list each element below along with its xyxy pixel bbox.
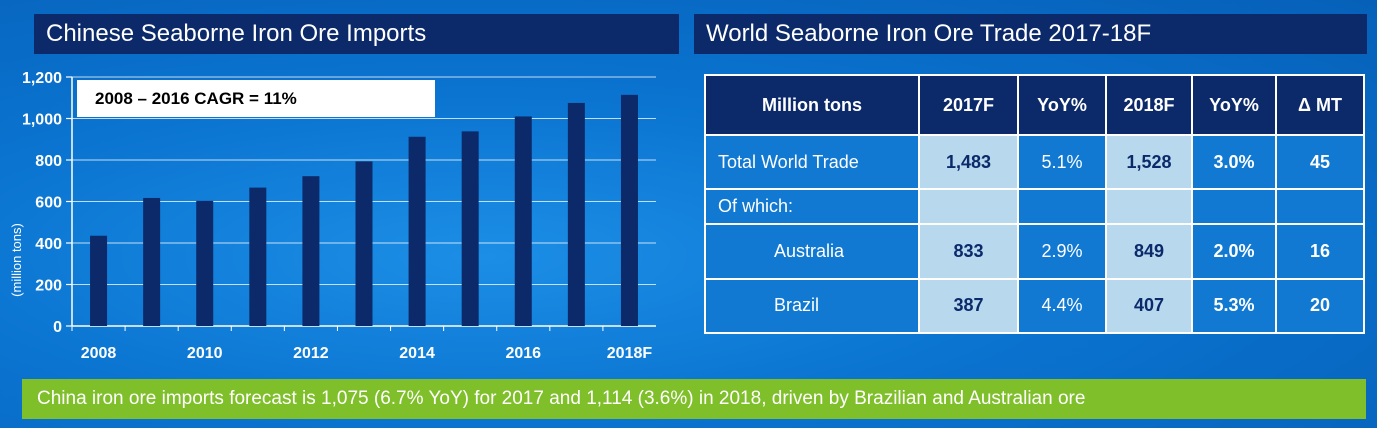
cell-yoy-2018: 2.0% xyxy=(1191,223,1277,280)
bar-chart: 0 200 400 600 800 1,000 1,200 2008 2010 2012 2014 2… xyxy=(9,70,656,362)
bar-2018F xyxy=(620,94,638,326)
y-tick-label: 1,200 xyxy=(22,70,62,87)
cell-2017f: 833 xyxy=(918,223,1019,280)
header-delta-mt: Δ MT xyxy=(1275,74,1365,136)
cell-yoy-2017: 2.9% xyxy=(1017,223,1107,280)
cell-delta-mt: 20 xyxy=(1275,277,1365,335)
cell-delta-mt: 45 xyxy=(1275,133,1365,191)
header-2017f: 2017F xyxy=(918,74,1019,136)
cell-2018f: 1,528 xyxy=(1105,133,1193,191)
y-axis-label: (million tons) xyxy=(9,223,24,297)
row-label: Of which: xyxy=(704,188,920,226)
y-tick-label: 600 xyxy=(35,195,62,212)
cell-2017f xyxy=(918,188,1019,226)
cell-delta-mt: 16 xyxy=(1275,223,1365,280)
cell-yoy-2018 xyxy=(1191,188,1277,226)
y-tick-label: 0 xyxy=(53,319,62,336)
table-row: Brazil 387 4.4% 407 5.3% 20 xyxy=(704,277,1365,335)
y-tick-label: 1,000 xyxy=(22,112,62,129)
x-tick-label: 2008 xyxy=(81,345,117,362)
cell-yoy-2017: 5.1% xyxy=(1017,133,1107,191)
cell-yoy-2017 xyxy=(1017,188,1107,226)
header-yoy-2017: YoY% xyxy=(1017,74,1107,136)
cell-delta-mt xyxy=(1275,188,1365,226)
trade-table: Million tons 2017F YoY% 2018F YoY% Δ MT … xyxy=(704,74,1365,335)
header-million-tons: Million tons xyxy=(704,74,920,136)
y-tick-label: 400 xyxy=(35,236,62,253)
bar-2010 xyxy=(196,200,214,326)
chart-title: Chinese Seaborne Iron Ore Imports xyxy=(34,14,679,54)
bar-2012 xyxy=(302,176,320,326)
cell-2017f: 1,483 xyxy=(918,133,1019,191)
cell-2018f xyxy=(1105,188,1193,226)
bar-2013 xyxy=(355,161,373,326)
bar-2008 xyxy=(90,235,108,326)
row-label: Total World Trade xyxy=(704,133,920,191)
header-2018f: 2018F xyxy=(1105,74,1193,136)
table-row: Australia 833 2.9% 849 2.0% 16 xyxy=(704,223,1365,280)
chart-axes: 0 200 400 600 800 1,000 1,200 2008 2010 2012 2014 2… xyxy=(22,70,652,362)
x-tick-label: 2016 xyxy=(505,345,541,362)
header-yoy-2018: YoY% xyxy=(1191,74,1277,136)
cell-yoy-2018: 3.0% xyxy=(1191,133,1277,191)
row-label: Australia xyxy=(704,223,920,280)
cell-2017f: 387 xyxy=(918,277,1019,335)
y-tick-label: 800 xyxy=(35,153,62,170)
x-tick-label: 2012 xyxy=(293,345,329,362)
table-header-row: Million tons 2017F YoY% 2018F YoY% Δ MT xyxy=(704,74,1365,136)
x-tick-label: 2018F xyxy=(607,345,653,362)
cell-yoy-2017: 4.4% xyxy=(1017,277,1107,335)
cell-2018f: 407 xyxy=(1105,277,1193,335)
row-label: Brazil xyxy=(704,277,920,335)
x-tick-label: 2010 xyxy=(187,345,223,362)
cell-2018f: 849 xyxy=(1105,223,1193,280)
table-title: World Seaborne Iron Ore Trade 2017-18F xyxy=(694,14,1367,54)
x-tick-label: 2014 xyxy=(399,345,435,362)
chart-grid xyxy=(72,76,656,327)
bar-2011 xyxy=(249,187,267,326)
cagr-annotation: 2008 – 2016 CAGR = 11% xyxy=(77,80,435,117)
bar-2014 xyxy=(408,136,426,326)
chart-bars xyxy=(90,94,638,326)
table-row: Total World Trade 1,483 5.1% 1,528 3.0% … xyxy=(704,133,1365,191)
bar-2016 xyxy=(514,116,532,326)
bar-2009 xyxy=(143,197,161,326)
bar-2015 xyxy=(461,131,479,326)
summary-banner: China iron ore imports forecast is 1,075… xyxy=(22,379,1366,419)
y-tick-label: 200 xyxy=(35,278,62,295)
bar-2017 xyxy=(567,102,585,326)
cell-yoy-2018: 5.3% xyxy=(1191,277,1277,335)
table-row: Of which: xyxy=(704,188,1365,226)
